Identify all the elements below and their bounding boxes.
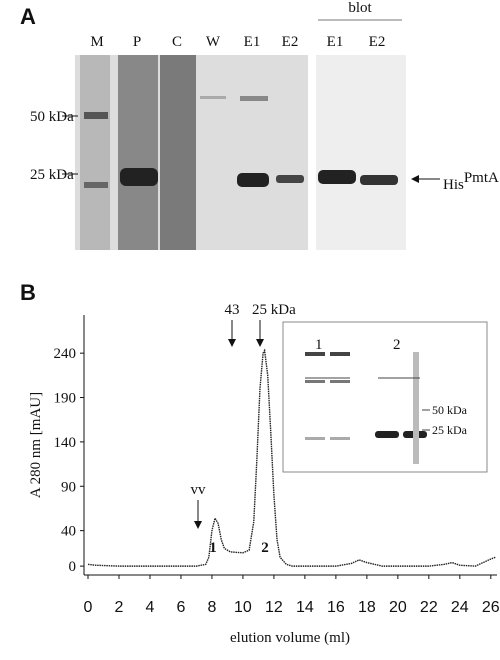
lane-label: E2 [369, 34, 386, 50]
y-tick-label: 40 [61, 524, 76, 540]
marker-label: 50 kDa [30, 109, 74, 125]
inset-marker-label: 25 kDa [432, 423, 468, 437]
x-tick-label: 6 [177, 599, 186, 616]
protein-label: HisPmtA [443, 170, 499, 193]
peak-label: 1 [209, 540, 217, 556]
y-tick-label: 0 [69, 559, 77, 575]
x-tick-label: 2 [115, 599, 124, 616]
panel-letter: B [20, 280, 36, 305]
y-tick-label: 190 [54, 391, 77, 407]
x-tick-label: 4 [146, 599, 155, 616]
lane-label: C [172, 34, 182, 50]
x-tick-label: 18 [358, 599, 376, 616]
y-tick-label: 240 [54, 346, 77, 362]
x-tick-label: 12 [265, 599, 283, 616]
x-tick-label: 16 [327, 599, 345, 616]
y-tick-label: 140 [54, 435, 77, 451]
inset-marker-label: 50 kDa [432, 403, 468, 417]
x-tick-label: 10 [234, 599, 252, 616]
x-tick-label: 20 [389, 599, 407, 616]
annotation: vv [191, 482, 207, 498]
lane-label: M [90, 34, 103, 50]
marker-label: 25 kDa [30, 167, 74, 183]
lane-label: E1 [327, 34, 344, 50]
lane-label: E2 [282, 34, 299, 50]
x-axis-title: elution volume (ml) [230, 630, 350, 646]
gel [75, 55, 406, 250]
lane-label: W [206, 34, 221, 50]
peak-label: 2 [261, 540, 269, 556]
lane-label: E1 [244, 34, 261, 50]
y-tick-label: 90 [61, 479, 76, 495]
inset-lane-label: 2 [393, 337, 401, 353]
x-tick-label: 0 [84, 599, 93, 616]
panel-letter: A [20, 4, 36, 29]
annotation: 25 kDa [252, 302, 296, 318]
blot-label: blot [348, 0, 372, 16]
inset [282, 321, 488, 473]
annotation: 43 [225, 302, 240, 318]
x-tick-label: 8 [207, 599, 216, 616]
y-axis-title: A 280 nm [mAU] [28, 392, 44, 498]
data-line [87, 348, 496, 567]
x-tick-label: 22 [420, 599, 438, 616]
x-tick-label: 26 [482, 599, 500, 616]
inset-lane-label: 1 [315, 337, 323, 353]
x-tick-label: 24 [451, 599, 469, 616]
lane-label: P [133, 34, 141, 50]
x-tick-label: 14 [296, 599, 314, 616]
